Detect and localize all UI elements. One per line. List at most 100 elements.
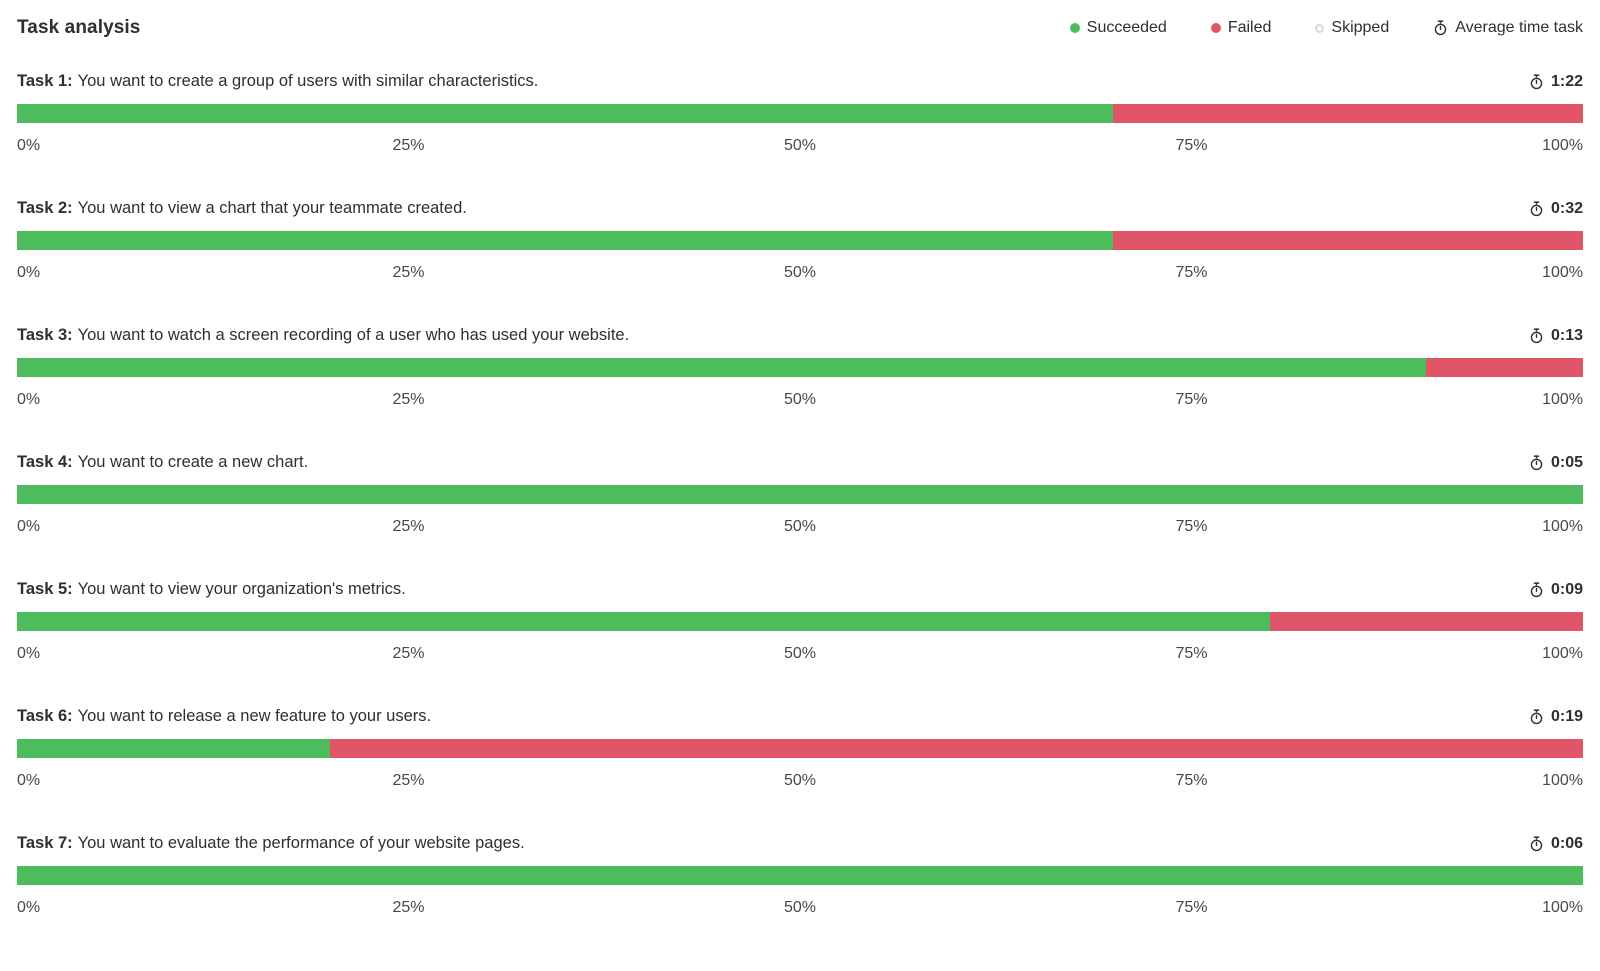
task-header: Task 1: You want to create a group of use… bbox=[17, 72, 1583, 91]
axis-tick: 0% bbox=[17, 899, 41, 916]
axis-tick: 25% bbox=[392, 264, 425, 281]
task-title: Task 3: You want to watch a screen record… bbox=[17, 326, 629, 345]
task-average-time: 0:09 bbox=[1529, 581, 1583, 599]
bar-segment-succeeded[interactable] bbox=[17, 104, 1114, 123]
bar-segment-failed[interactable] bbox=[1113, 104, 1583, 123]
bar-segment-succeeded[interactable] bbox=[17, 358, 1427, 377]
task-number-label: Task 1: bbox=[17, 72, 73, 90]
stopwatch-icon bbox=[1530, 582, 1543, 598]
task-header: Task 7: You want to evaluate the performa… bbox=[17, 834, 1583, 853]
stopwatch-icon bbox=[1530, 74, 1543, 90]
axis-tick: 100% bbox=[1542, 645, 1583, 662]
bar-segment-failed[interactable] bbox=[330, 739, 1583, 758]
task-block: Task 1: You want to create a group of use… bbox=[17, 72, 1583, 159]
stopwatch-icon bbox=[1530, 201, 1543, 217]
axis-tick: 75% bbox=[1175, 772, 1208, 789]
task-title: Task 4: You want to create a new chart. bbox=[17, 453, 308, 472]
axis-tick: 0% bbox=[17, 137, 41, 154]
task-result-bar[interactable] bbox=[17, 485, 1583, 504]
bar-segment-succeeded[interactable] bbox=[17, 612, 1270, 631]
task-description: You want to create a group of users with… bbox=[77, 72, 539, 90]
task-time-value: 0:19 bbox=[1550, 708, 1583, 725]
task-average-time: 0:13 bbox=[1529, 327, 1583, 345]
stopwatch-icon bbox=[1530, 328, 1543, 344]
task-block: Task 3: You want to watch a screen record… bbox=[17, 326, 1583, 413]
task-number-label: Task 5: bbox=[17, 580, 73, 598]
axis-tick: 75% bbox=[1175, 391, 1208, 408]
axis-tick: 0% bbox=[17, 518, 41, 535]
axis-tick: 75% bbox=[1175, 137, 1208, 154]
task-list: Task 1: You want to create a group of use… bbox=[17, 72, 1583, 921]
task-time-value: 0:06 bbox=[1550, 835, 1583, 852]
axis-tick: 25% bbox=[392, 391, 425, 408]
task-block: Task 2: You want to view a chart that you… bbox=[17, 199, 1583, 286]
legend-item[interactable]: Skipped bbox=[1315, 19, 1389, 37]
task-average-time: 1:22 bbox=[1529, 73, 1583, 91]
task-average-time: 0:32 bbox=[1529, 200, 1583, 218]
task-number-label: Task 7: bbox=[17, 834, 73, 852]
bar-segment-failed[interactable] bbox=[1426, 358, 1583, 377]
axis-tick: 25% bbox=[392, 137, 425, 154]
axis-tick: 100% bbox=[1542, 137, 1583, 154]
task-time-value: 0:09 bbox=[1550, 581, 1583, 598]
page-title: Task analysis bbox=[17, 17, 141, 38]
task-average-time: 0:06 bbox=[1529, 835, 1583, 853]
legend-item[interactable]: Average time task bbox=[1433, 19, 1583, 37]
legend-dot-icon bbox=[1210, 23, 1221, 33]
bar-axis: 0% 25% 50% 75% 100% bbox=[17, 264, 1583, 286]
task-average-time: 0:05 bbox=[1529, 454, 1583, 472]
bar-segment-succeeded[interactable] bbox=[17, 231, 1114, 250]
bar-segment-succeeded[interactable] bbox=[17, 485, 1583, 504]
task-number-label: Task 3: bbox=[17, 326, 73, 344]
task-result-bar[interactable] bbox=[17, 866, 1583, 885]
bar-segment-succeeded[interactable] bbox=[17, 739, 331, 758]
axis-tick: 75% bbox=[1175, 645, 1208, 662]
legend-item[interactable]: Succeeded bbox=[1069, 19, 1167, 37]
axis-tick: 100% bbox=[1542, 391, 1583, 408]
bar-axis: 0% 25% 50% 75% 100% bbox=[17, 772, 1583, 794]
task-result-bar[interactable] bbox=[17, 739, 1583, 758]
axis-tick: 50% bbox=[783, 391, 817, 408]
task-result-bar[interactable] bbox=[17, 358, 1583, 377]
task-description: You want to evaluate the performance of … bbox=[77, 834, 525, 852]
task-description: You want to create a new chart. bbox=[77, 453, 309, 471]
header: Task analysis Succeeded Failed Skippe bbox=[17, 12, 1583, 44]
legend-label: Succeeded bbox=[1086, 19, 1167, 36]
task-header: Task 4: You want to create a new chart. 0… bbox=[17, 453, 1583, 472]
legend-label: Skipped bbox=[1331, 19, 1390, 36]
axis-tick: 100% bbox=[1542, 772, 1583, 789]
task-result-bar[interactable] bbox=[17, 612, 1583, 631]
bar-segment-succeeded[interactable] bbox=[17, 866, 1583, 885]
bar-axis: 0% 25% 50% 75% 100% bbox=[17, 899, 1583, 921]
axis-tick: 50% bbox=[783, 772, 817, 789]
task-result-bar[interactable] bbox=[17, 231, 1583, 250]
task-result-bar[interactable] bbox=[17, 104, 1583, 123]
bar-axis: 0% 25% 50% 75% 100% bbox=[17, 391, 1583, 413]
task-time-value: 1:22 bbox=[1550, 73, 1583, 90]
legend-dot-icon bbox=[1315, 23, 1325, 33]
task-title: Task 1: You want to create a group of use… bbox=[17, 72, 538, 91]
legend-item[interactable]: Failed bbox=[1210, 19, 1271, 37]
axis-tick: 50% bbox=[783, 645, 817, 662]
task-description: You want to release a new feature to you… bbox=[77, 707, 432, 725]
bar-segment-failed[interactable] bbox=[1113, 231, 1583, 250]
stopwatch-icon bbox=[1530, 709, 1543, 725]
axis-tick: 50% bbox=[783, 137, 817, 154]
axis-tick: 75% bbox=[1175, 518, 1208, 535]
bar-axis: 0% 25% 50% 75% 100% bbox=[17, 518, 1583, 540]
axis-tick: 25% bbox=[392, 518, 425, 535]
task-header: Task 2: You want to view a chart that you… bbox=[17, 199, 1583, 218]
axis-tick: 0% bbox=[17, 391, 41, 408]
bar-axis: 0% 25% 50% 75% 100% bbox=[17, 137, 1583, 159]
task-time-value: 0:05 bbox=[1550, 454, 1583, 471]
task-block: Task 4: You want to create a new chart. 0… bbox=[17, 453, 1583, 540]
bar-segment-failed[interactable] bbox=[1269, 612, 1583, 631]
axis-tick: 25% bbox=[392, 899, 425, 916]
bar-axis: 0% 25% 50% 75% 100% bbox=[17, 645, 1583, 667]
task-description: You want to view a chart that your teamm… bbox=[77, 199, 467, 217]
task-header: Task 5: You want to view your organizatio… bbox=[17, 580, 1583, 599]
stopwatch-icon bbox=[1530, 836, 1543, 852]
legend-dot-icon bbox=[1069, 23, 1080, 33]
task-number-label: Task 6: bbox=[17, 707, 73, 725]
axis-tick: 75% bbox=[1175, 264, 1208, 281]
